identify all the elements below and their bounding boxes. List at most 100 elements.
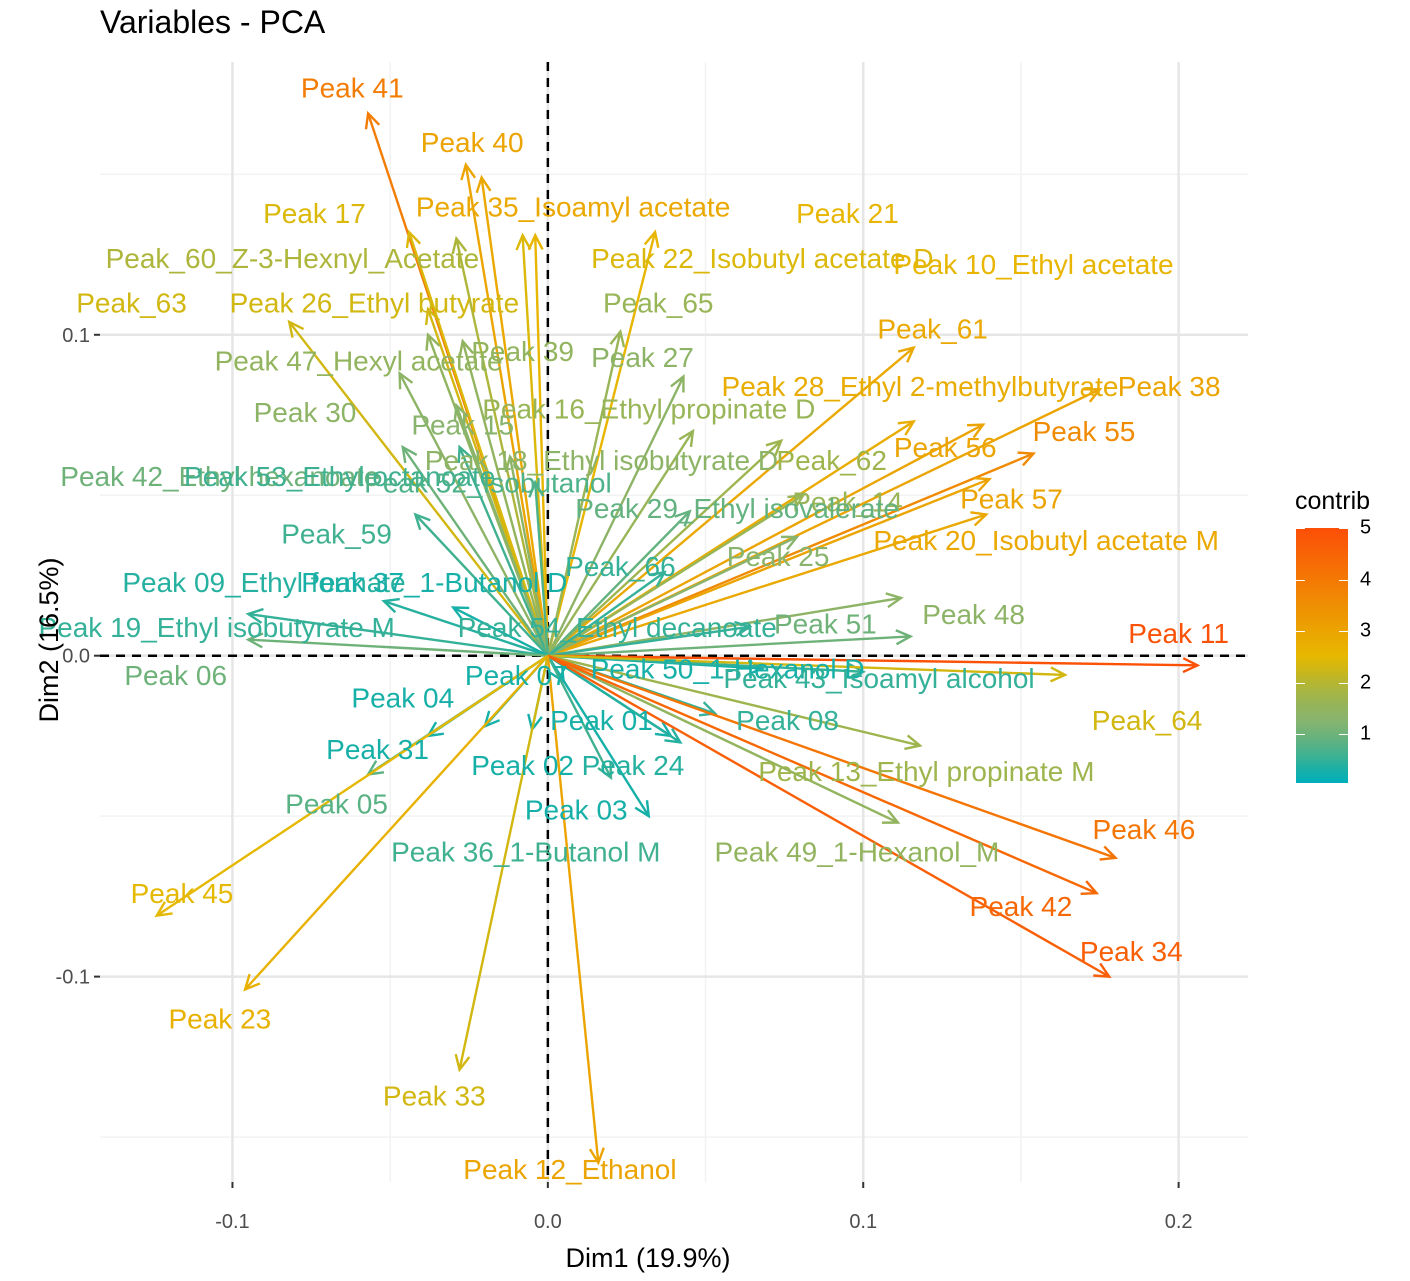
x-tick-label: 0.1	[849, 1211, 877, 1233]
variable-label: Peak 56	[894, 432, 997, 463]
y-tick-label: 0.1	[62, 325, 90, 347]
arrow-peak-03	[546, 655, 650, 817]
variable-label: Peak 09_Ethyl formate	[122, 567, 405, 598]
arrow-peak-27	[546, 375, 685, 657]
arrow-peak-52-isobutanol	[534, 482, 550, 656]
arrow-peak-11	[547, 654, 1198, 667]
variable-label: Peak 15	[411, 410, 514, 441]
arrowhead	[588, 1147, 605, 1166]
variable-label: Peak 46	[1093, 814, 1196, 845]
arrow-peak-13-ethyl-propinate-m	[547, 654, 921, 747]
legend-tick-mark	[1339, 682, 1348, 684]
variable-label: Peak 42	[970, 891, 1073, 922]
variable-label: Peak_63	[76, 288, 187, 319]
arrowhead	[1049, 666, 1068, 683]
arrowhead	[243, 973, 261, 992]
arrow-peak-63	[288, 321, 549, 657]
variable-label: Peak_60_Z-3-Hexnyl_Acetate	[106, 243, 480, 274]
variable-label: Peak 45	[131, 878, 234, 909]
variable-label: Peak_14	[792, 487, 903, 518]
variable-label: Peak 11	[1128, 618, 1229, 649]
variable-label: Peak 05	[285, 788, 388, 819]
variable-label: Peak 52_Isobutanol	[364, 467, 612, 498]
arrow-peak-46	[547, 654, 1116, 860]
variable-label: Peak 08	[736, 705, 839, 736]
arrowhead	[451, 235, 468, 255]
arrowhead	[787, 493, 806, 510]
variable-label: Peak 04	[351, 682, 454, 713]
arrowhead	[1017, 451, 1037, 467]
arrowhead	[634, 800, 651, 819]
arrowhead	[450, 606, 470, 622]
variable-label: Peak 57	[960, 483, 1063, 514]
variable-label: Peak_64	[1092, 705, 1203, 736]
arrowhead	[897, 419, 917, 436]
arrowhead	[698, 701, 718, 717]
arrowhead	[780, 535, 800, 551]
arrowhead	[885, 592, 904, 609]
arrow-peak-36-1-butanol-m	[546, 655, 612, 779]
arrow-peak-62	[547, 439, 783, 657]
variable-label: Peak 39	[471, 336, 574, 367]
variable-label: Peak 28_Ethyl 2-methylbutyrate	[722, 371, 1119, 402]
arrow-peak-54-ethyl-decanoate	[547, 625, 750, 657]
x-tick-label: 0.0	[534, 1211, 562, 1233]
arrowhead	[245, 632, 264, 649]
arrowhead	[648, 570, 667, 587]
arrow-peak-29-ethyl-isovalerate	[546, 510, 691, 657]
arrow-peak-20-isobutyl-acetate-m	[547, 513, 987, 657]
arrow-peak-33	[458, 655, 550, 1070]
arrow-peak-56	[547, 423, 984, 657]
arrow-peak-23	[244, 654, 549, 991]
legend-title: contrib	[1295, 487, 1371, 515]
arrowhead	[967, 423, 986, 439]
legend-tick-mark	[1339, 579, 1348, 581]
variable-label: Peak 48	[922, 599, 1025, 630]
arrowhead	[460, 161, 477, 181]
variable-label: Peak 30	[254, 397, 357, 428]
variable-label: Peak 03	[525, 795, 628, 826]
arrowhead	[424, 306, 441, 326]
legend-tick-mark	[1339, 528, 1348, 529]
variable-label: Peak 18_Ethyl isobutyrate D	[425, 445, 778, 476]
x-axis-label: Dim1 (19.9%)	[565, 1243, 731, 1273]
variable-label: Peak_61	[877, 313, 988, 344]
arrowhead	[381, 597, 400, 614]
legend-tick-label: 2	[1360, 671, 1372, 694]
arrowhead	[528, 479, 545, 498]
variable-label: Peak 33	[383, 1080, 486, 1111]
arrowhead	[398, 370, 414, 390]
arrow-peak-39	[461, 340, 550, 657]
arrowhead	[734, 620, 753, 637]
arrowhead	[678, 428, 695, 448]
arrow-peak-42-ethyl-hexanoate	[401, 446, 549, 657]
arrow-peak-17	[407, 231, 549, 657]
legend-tick-label: 4	[1360, 568, 1372, 590]
arrowhead	[973, 476, 992, 492]
variable-label: Peak 43_Isoamyl alcohol	[723, 663, 1034, 694]
variable-label: Peak 22_Isobutyl acetate D	[591, 243, 933, 274]
arrowhead	[245, 607, 264, 624]
variable-label: Peak 23	[168, 1003, 271, 1034]
arrow-peak-65	[546, 331, 622, 656]
arrow-peak-16-ethyl-propinate-d	[546, 430, 694, 657]
arrow-peak-18-ethyl-isobutyrate-d	[508, 456, 550, 656]
arrowhead	[609, 328, 626, 348]
arrow-peak-40	[464, 164, 550, 656]
variable-label: Peak 26_Ethyl butyrate	[230, 288, 520, 319]
arrowhead	[765, 438, 784, 457]
y-axis-label: Dim2 (16.5%)	[34, 557, 64, 723]
variable-label: Peak 02	[471, 750, 574, 781]
arrowhead	[970, 511, 989, 527]
arrow-peak-55	[547, 452, 1034, 657]
variable-label: Peak 37_1-Butanol D	[301, 567, 567, 598]
variable-label: Peak 34	[1080, 936, 1183, 967]
variable-label: Peak 01	[550, 705, 653, 736]
legend-tick-mark	[1296, 682, 1305, 684]
variable-label: Peak 20_Isobutyl acetate M	[873, 525, 1219, 556]
arrowhead	[1099, 845, 1119, 861]
arrow-peak-34	[547, 654, 1110, 978]
arrowhead	[897, 345, 916, 363]
arrowhead	[1080, 880, 1100, 896]
